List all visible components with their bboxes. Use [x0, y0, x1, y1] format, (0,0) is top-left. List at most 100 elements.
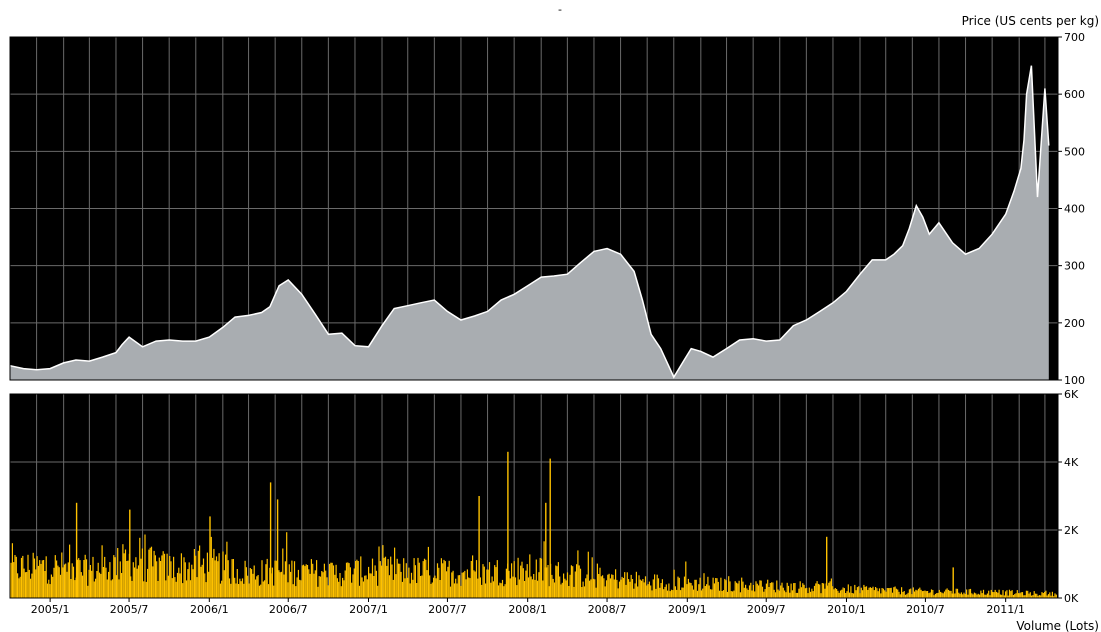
volume-bar	[669, 591, 671, 598]
volume-spike-bar	[952, 567, 954, 598]
volume-bar	[124, 549, 127, 598]
volume-bar	[1029, 592, 1031, 598]
volume-bar	[40, 563, 42, 598]
volume-bar	[455, 578, 457, 598]
volume-bar	[1034, 593, 1037, 598]
volume-bar	[48, 579, 50, 598]
volume-bar	[561, 582, 563, 598]
volume-bar	[923, 590, 925, 598]
volume-bar	[733, 590, 735, 598]
volume-bar	[850, 586, 852, 598]
volume-bar	[826, 585, 829, 598]
volume-bar	[108, 571, 110, 598]
volume-bar	[383, 557, 385, 598]
volume-bar	[609, 578, 611, 598]
volume-bar	[638, 575, 640, 598]
volume-bar	[512, 576, 514, 598]
volume-bar	[163, 553, 166, 598]
volume-bar	[202, 558, 205, 598]
volume-bar	[186, 580, 188, 598]
volume-bar	[145, 581, 147, 598]
volume-bar	[382, 545, 384, 598]
volume-bar	[682, 587, 684, 598]
volume-bar	[751, 590, 753, 598]
volume-bar	[126, 561, 128, 598]
volume-bar	[595, 587, 597, 598]
volume-panel: 6K 4K 2K 0K	[9, 388, 1079, 605]
volume-bar	[979, 594, 981, 598]
volume-bar	[572, 566, 574, 598]
volume-bar	[52, 576, 54, 598]
volume-bar	[548, 586, 550, 598]
volume-bar	[895, 588, 897, 598]
volume-bar	[1042, 593, 1044, 598]
volume-bar	[604, 586, 606, 598]
volume-bar	[968, 589, 970, 598]
volume-bar	[772, 582, 774, 598]
volume-bar	[252, 573, 254, 598]
volume-bar	[625, 584, 627, 598]
volume-bar	[53, 567, 55, 598]
volume-bar	[41, 560, 43, 598]
volume-bar	[431, 582, 433, 598]
volume-bar	[319, 576, 322, 598]
volume-bar	[170, 561, 172, 598]
volume-bar	[932, 590, 934, 598]
volume-bar	[414, 565, 416, 598]
volume-bar	[365, 575, 367, 598]
volume-bar	[746, 588, 748, 598]
volume-bar	[908, 589, 910, 598]
volume-bar	[187, 569, 189, 598]
volume-bar	[309, 573, 311, 598]
volume-bar	[945, 589, 947, 598]
volume-bar	[26, 572, 28, 598]
volume-bar	[725, 580, 727, 598]
volume-bar	[392, 579, 394, 598]
volume-bar	[927, 591, 929, 598]
volume-bar	[174, 577, 176, 598]
volume-bar	[344, 570, 346, 598]
volume-bar	[134, 567, 136, 598]
volume-bar	[537, 580, 539, 598]
volume-bar	[72, 566, 75, 598]
volume-bar	[557, 562, 559, 598]
volume-bar	[464, 570, 466, 598]
volume-bar	[218, 553, 220, 598]
volume-bar	[214, 560, 216, 598]
volume-bar	[846, 591, 848, 598]
volume-bar	[635, 571, 637, 598]
volume-bar	[547, 565, 549, 598]
volume-bar	[78, 558, 80, 598]
volume-bar	[153, 550, 155, 598]
volume-bar	[488, 562, 491, 598]
volume-spike-bar	[129, 509, 131, 598]
volume-bar	[973, 592, 975, 598]
volume-bar	[195, 555, 197, 598]
volume-bar	[104, 556, 106, 598]
volume-bar	[659, 587, 661, 598]
volume-bar	[765, 583, 767, 598]
volume-bar	[140, 558, 142, 598]
volume-bar	[829, 581, 831, 598]
volume-bar	[760, 580, 762, 598]
volume-bar	[685, 561, 687, 598]
price-y-tick-label: 700	[1064, 31, 1085, 44]
volume-bar	[248, 583, 250, 598]
volume-bar	[650, 585, 652, 598]
volume-bar	[457, 575, 459, 598]
volume-bar	[582, 581, 584, 598]
volume-bar	[552, 578, 554, 598]
volume-bar	[486, 569, 488, 598]
volume-bar	[136, 568, 138, 598]
volume-bar	[308, 569, 310, 598]
volume-bar	[446, 571, 448, 598]
volume-bar	[387, 559, 389, 598]
volume-bar	[173, 556, 175, 598]
volume-bar	[448, 560, 450, 598]
volume-bar	[371, 558, 374, 598]
volume-bar	[251, 569, 253, 598]
volume-bar	[412, 579, 414, 598]
volume-bar	[764, 589, 766, 598]
volume-bar	[929, 592, 931, 598]
volume-spike-bar	[826, 536, 828, 598]
